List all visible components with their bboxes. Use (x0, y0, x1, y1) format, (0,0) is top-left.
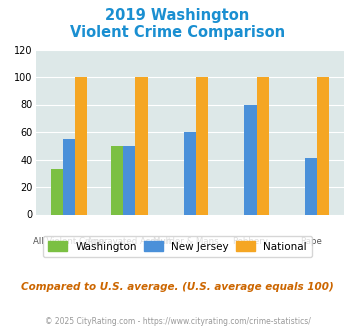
Bar (123, 146, 135, 214)
Text: Aggravated Assault: Aggravated Assault (87, 237, 171, 246)
Bar (75, 77, 87, 214)
Bar (184, 132, 196, 214)
Bar (305, 158, 317, 214)
Bar (257, 77, 269, 214)
Text: © 2025 CityRating.com - https://www.cityrating.com/crime-statistics/: © 2025 CityRating.com - https://www.city… (45, 317, 310, 326)
Text: 2019 Washington: 2019 Washington (105, 8, 250, 23)
Bar (317, 77, 329, 214)
Text: Violent Crime Comparison: Violent Crime Comparison (70, 25, 285, 40)
Bar (51, 169, 63, 214)
Text: Murder & Mans...: Murder & Mans... (153, 237, 227, 246)
Bar (111, 146, 123, 214)
Text: Compared to U.S. average. (U.S. average equals 100): Compared to U.S. average. (U.S. average … (21, 282, 334, 292)
Text: All Violent Crime: All Violent Crime (33, 237, 105, 246)
Bar (196, 77, 208, 214)
Text: Rape: Rape (300, 237, 322, 246)
Bar (63, 139, 75, 214)
Text: Robbery: Robbery (233, 237, 268, 246)
Bar (245, 105, 257, 214)
Bar (135, 77, 148, 214)
Legend: Washington, New Jersey, National: Washington, New Jersey, National (43, 236, 312, 257)
